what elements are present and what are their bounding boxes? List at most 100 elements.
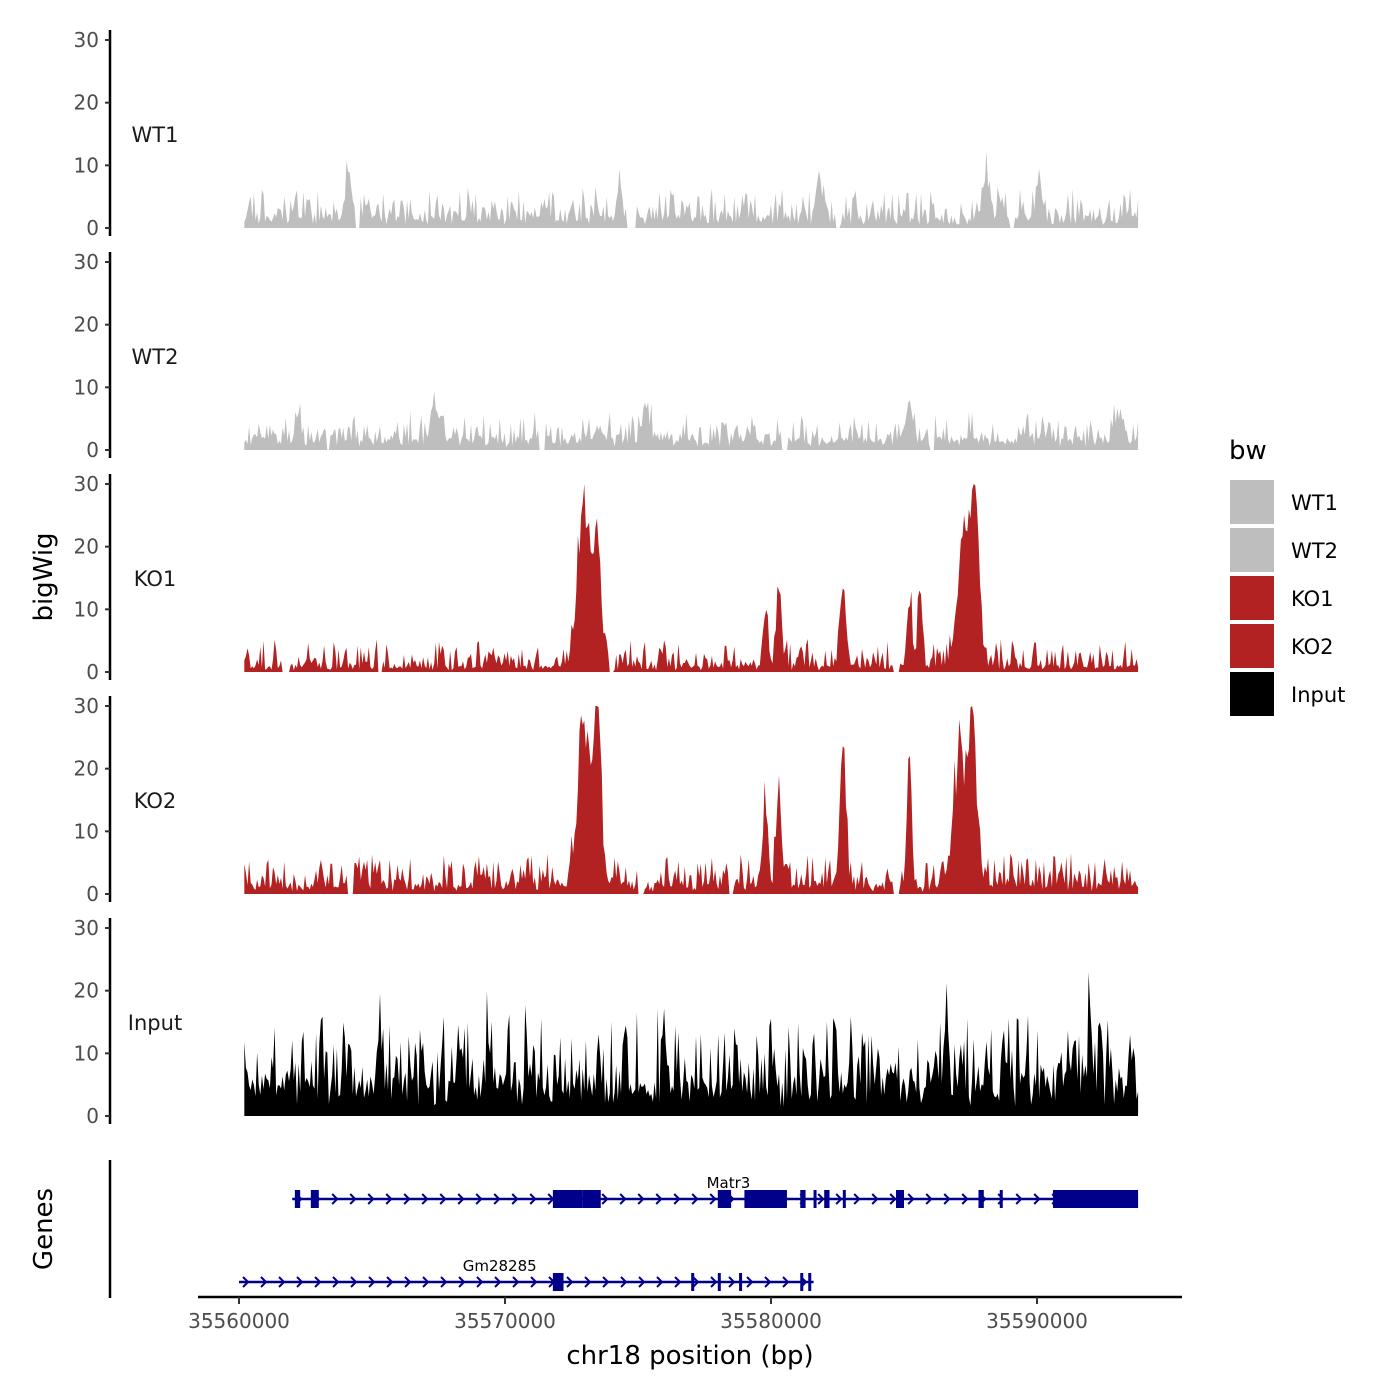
legend-swatch-input: [1230, 672, 1274, 716]
gene-matr3: Matr3: [292, 1174, 1139, 1208]
signal-area-input: [244, 972, 1139, 1116]
x-axis-title: chr18 position (bp): [566, 1341, 813, 1371]
strand-arrow: [314, 1276, 322, 1288]
legend-swatch-ko1: [1230, 576, 1274, 620]
strand-arrow: [709, 1193, 717, 1205]
strand-arrow: [260, 1276, 268, 1288]
y-tick-label: 30: [74, 250, 99, 274]
y-tick-label: 10: [74, 375, 99, 399]
strand-arrow: [782, 1276, 790, 1288]
track-label: WT2: [132, 345, 179, 369]
legend-title: bw: [1229, 436, 1267, 466]
gene-track: Matr3 Gm28285: [108, 1160, 1139, 1298]
x-axis: 35560000 35570000 35580000 35590000: [188, 1295, 1182, 1333]
exon: [582, 1190, 601, 1208]
y-tick-label: 0: [86, 882, 99, 906]
strand-arrow: [421, 1193, 429, 1205]
legend-label: WT2: [1291, 539, 1338, 563]
strand-arrow: [835, 1193, 843, 1205]
gene-label: Matr3: [707, 1174, 751, 1192]
strand-arrow: [656, 1276, 664, 1288]
track-label: WT1: [132, 123, 179, 147]
strand-arrow: [403, 1193, 411, 1205]
track-wt2: 0 10 20 30 WT2: [74, 250, 1139, 462]
exon: [824, 1190, 830, 1208]
strand-arrow: [619, 1193, 627, 1205]
strand-arrow: [440, 1276, 448, 1288]
signal-area-ko1: [244, 484, 1139, 672]
exon: [813, 1190, 817, 1208]
strand-arrow: [620, 1276, 628, 1288]
strand-arrow: [1033, 1193, 1041, 1205]
strand-arrow: [349, 1193, 357, 1205]
x-tick-label: 35590000: [986, 1309, 1088, 1333]
exon: [744, 1190, 787, 1208]
track-ko1: 0 10 20 30 KO1: [74, 472, 1139, 684]
strand-arrow: [728, 1276, 736, 1288]
strand-arrow: [871, 1193, 879, 1205]
strand-arrow: [961, 1193, 969, 1205]
strand-arrow: [511, 1193, 519, 1205]
y-tick-label: 20: [74, 757, 99, 781]
strand-arrow: [475, 1193, 483, 1205]
y-tick-label: 20: [74, 91, 99, 115]
legend-swatch-wt1: [1230, 480, 1274, 524]
genes-axis-title: Genes: [29, 1188, 59, 1270]
signal-area-wt1: [244, 151, 1139, 228]
strand-arrow: [655, 1193, 663, 1205]
exon: [717, 1190, 732, 1208]
strand-arrow: [404, 1276, 412, 1288]
strand-arrow: [385, 1193, 393, 1205]
strand-arrow: [691, 1193, 699, 1205]
y-tick-label: 30: [74, 694, 99, 718]
exon: [978, 1190, 984, 1208]
strand-arrow: [512, 1276, 520, 1288]
strand-arrow: [350, 1276, 358, 1288]
exon: [739, 1273, 743, 1291]
track-label: KO1: [134, 567, 177, 591]
exon: [999, 1190, 1003, 1208]
strand-arrow: [710, 1276, 718, 1288]
y-axis-title: bigWig: [29, 532, 59, 621]
legend-label: Input: [1291, 683, 1345, 707]
y-tick-label: 30: [74, 28, 99, 52]
exon: [310, 1190, 319, 1208]
strand-arrow: [367, 1193, 375, 1205]
gene-gm28285: Gm28285: [239, 1257, 814, 1291]
exon: [552, 1273, 564, 1291]
x-tick-label: 35570000: [454, 1309, 556, 1333]
exon: [294, 1190, 301, 1208]
strand-arrow: [476, 1276, 484, 1288]
strand-arrow: [764, 1276, 772, 1288]
strand-arrow: [943, 1193, 951, 1205]
exon: [552, 1190, 583, 1208]
legend: bw WT1 WT2 KO1 KO2 Input: [1229, 436, 1345, 716]
strand-arrow: [422, 1276, 430, 1288]
legend-label: WT1: [1291, 491, 1338, 515]
strand-arrow: [602, 1276, 610, 1288]
strand-arrow: [674, 1276, 682, 1288]
exon: [691, 1273, 695, 1291]
x-tick-label: 35580000: [720, 1309, 822, 1333]
strand-arrow: [1015, 1193, 1023, 1205]
strand-arrow: [457, 1193, 465, 1205]
exon: [808, 1273, 812, 1291]
legend-label: KO2: [1291, 635, 1334, 659]
y-tick-label: 10: [74, 1041, 99, 1065]
signal-area-wt2: [244, 391, 1139, 450]
strand-arrow: [529, 1193, 537, 1205]
strand-arrow: [692, 1276, 700, 1288]
y-tick-label: 30: [74, 472, 99, 496]
x-tick-label: 35560000: [188, 1309, 290, 1333]
strand-arrow: [530, 1276, 538, 1288]
strand-arrow: [332, 1276, 340, 1288]
strand-arrow: [637, 1193, 645, 1205]
track-label: Input: [128, 1011, 182, 1035]
strand-arrow: [439, 1193, 447, 1205]
strand-arrow: [242, 1276, 250, 1288]
exon: [717, 1273, 721, 1291]
strand-arrow: [296, 1276, 304, 1288]
strand-arrow: [331, 1193, 339, 1205]
y-tick-label: 0: [86, 1104, 99, 1128]
